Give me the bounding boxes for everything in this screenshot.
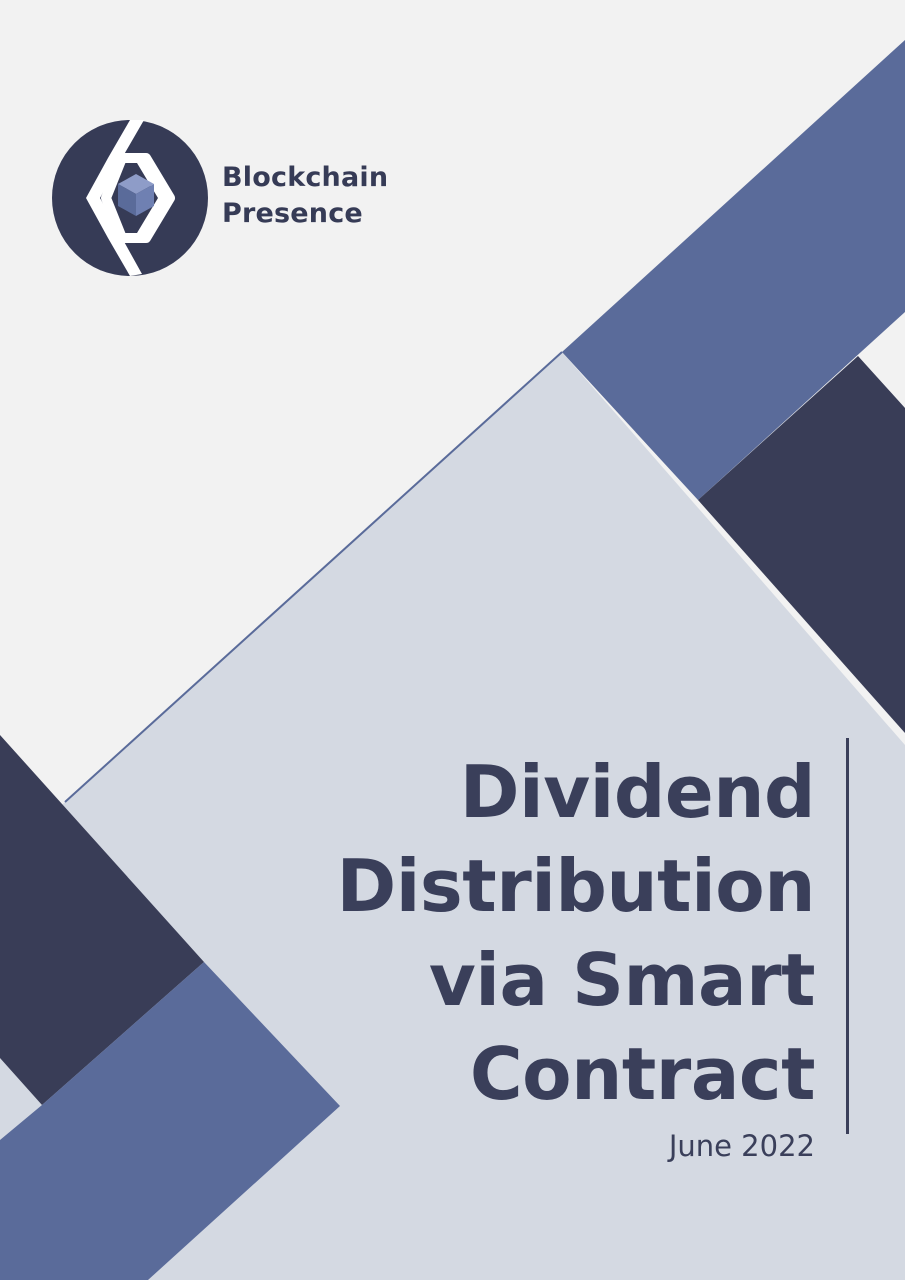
document-title: Dividend Distribution via Smart Contract <box>215 745 815 1121</box>
title-line-2: Distribution <box>336 844 815 928</box>
top-blue-band <box>562 40 905 500</box>
brand-name: Blockchain Presence <box>222 160 388 232</box>
title-divider-line <box>846 738 849 1134</box>
title-line-1: Dividend <box>459 750 816 834</box>
brand-line-2: Presence <box>222 198 363 229</box>
bottom-blue-band <box>0 962 340 1280</box>
panel-edge-line <box>64 351 563 803</box>
bottom-dark-band <box>0 735 204 1105</box>
title-line-4: Contract <box>469 1032 816 1116</box>
blockchain-presence-logo-icon <box>52 120 208 276</box>
publication-date: June 2022 <box>668 1129 815 1163</box>
top-dark-band <box>698 356 905 733</box>
title-line-3: via Smart <box>428 938 816 1022</box>
brand-line-1: Blockchain <box>222 162 389 193</box>
